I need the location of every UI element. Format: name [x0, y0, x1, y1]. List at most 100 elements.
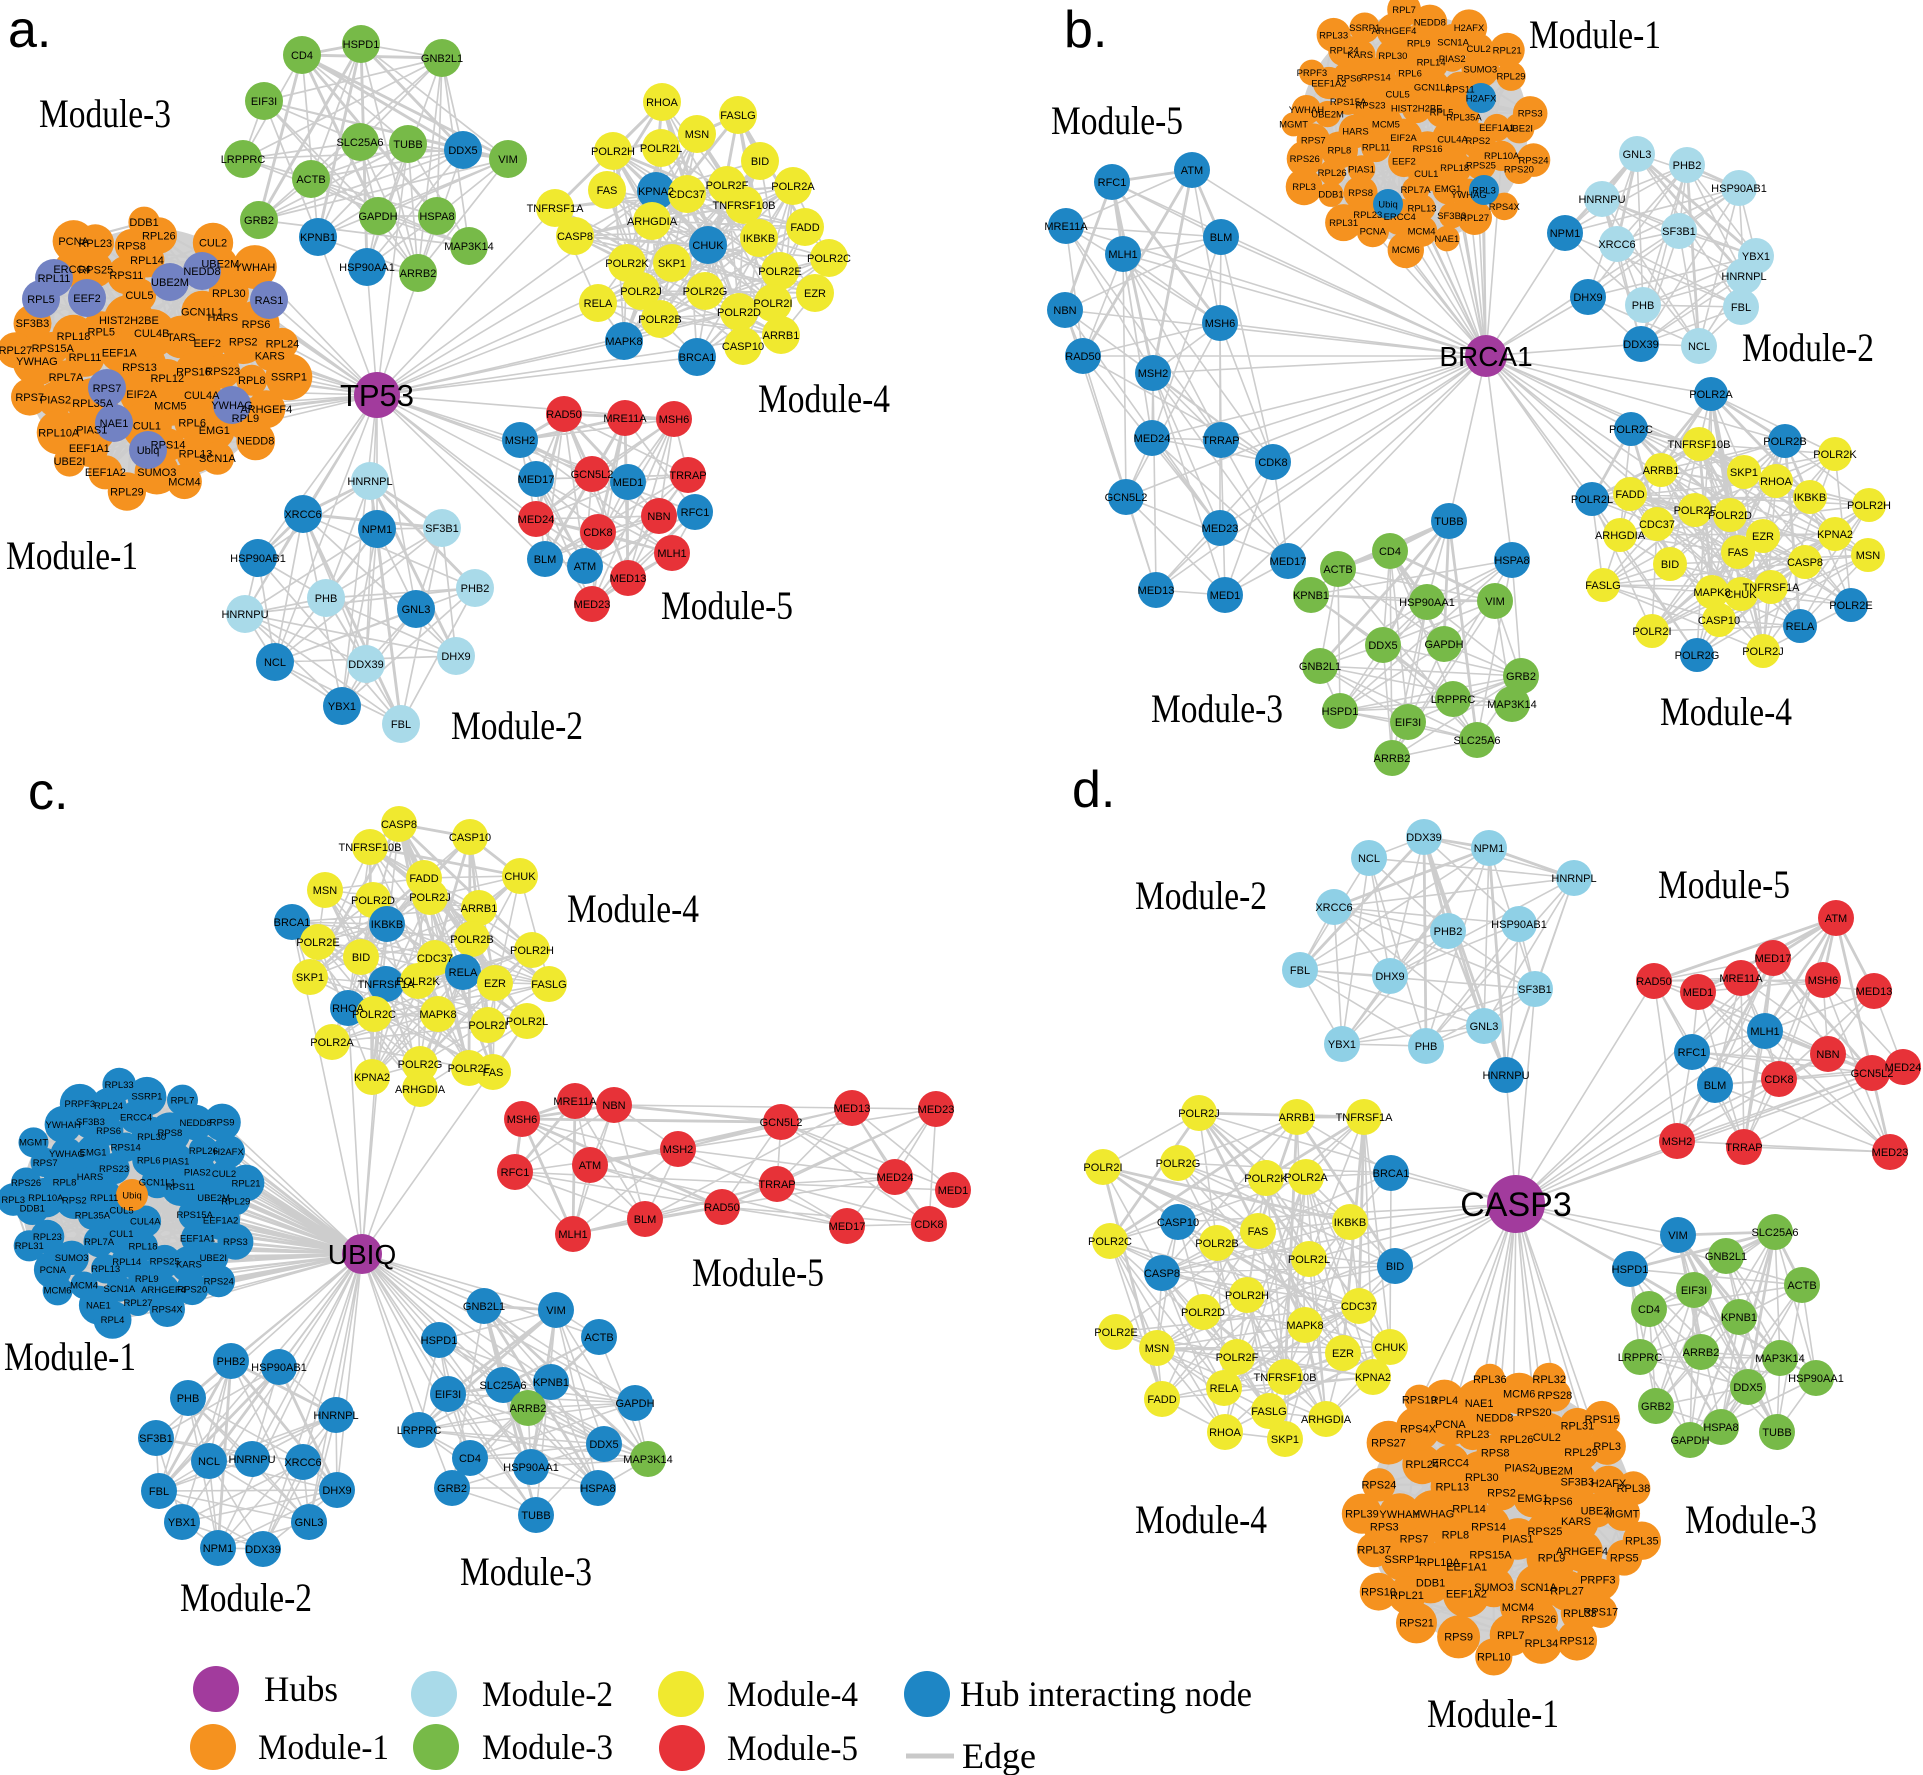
- svg-text:ACTB: ACTB: [1323, 564, 1352, 576]
- svg-text:FASLG: FASLG: [531, 979, 566, 991]
- svg-text:POLR2B: POLR2B: [638, 314, 681, 326]
- svg-text:FADD: FADD: [1147, 1394, 1176, 1406]
- svg-text:EEF1A1: EEF1A1: [69, 443, 110, 455]
- svg-text:RPL31: RPL31: [15, 1241, 44, 1252]
- svg-text:RPL27: RPL27: [1550, 1586, 1584, 1598]
- svg-text:POLR2H: POLR2H: [1847, 500, 1891, 512]
- svg-text:TUBB: TUBB: [1434, 516, 1463, 528]
- svg-text:HARS: HARS: [208, 312, 239, 324]
- svg-text:MLH1: MLH1: [1750, 1026, 1779, 1038]
- svg-text:H2AFX: H2AFX: [1454, 23, 1485, 34]
- svg-text:EEF1A1: EEF1A1: [1479, 123, 1514, 134]
- svg-text:POLR2D: POLR2D: [1708, 510, 1752, 522]
- svg-text:RPL38: RPL38: [1617, 1483, 1651, 1495]
- svg-text:EIF2A: EIF2A: [1390, 133, 1417, 144]
- svg-text:NAE1: NAE1: [100, 418, 129, 430]
- svg-text:GRB2: GRB2: [244, 215, 274, 227]
- svg-text:MRE11A: MRE11A: [553, 1096, 597, 1108]
- svg-text:RPL14: RPL14: [130, 255, 164, 267]
- svg-text:RPL35A: RPL35A: [75, 1210, 111, 1221]
- svg-text:BRCA1: BRCA1: [679, 352, 716, 364]
- svg-text:Module-2: Module-2: [482, 1674, 613, 1714]
- svg-text:RPS25: RPS25: [150, 1257, 180, 1268]
- svg-text:RPL11: RPL11: [69, 352, 102, 364]
- svg-text:H2AFX: H2AFX: [213, 1147, 244, 1158]
- svg-text:HSP90AA1: HSP90AA1: [1399, 597, 1455, 609]
- svg-text:MED13: MED13: [1856, 986, 1893, 998]
- svg-text:GNB2L1: GNB2L1: [1705, 1251, 1747, 1263]
- svg-text:KPNB1: KPNB1: [300, 232, 336, 244]
- svg-text:RPL21: RPL21: [1390, 1590, 1424, 1602]
- svg-text:DDX5: DDX5: [1368, 640, 1397, 652]
- svg-text:RPS24: RPS24: [1518, 156, 1548, 167]
- svg-text:RPS9: RPS9: [210, 1118, 235, 1129]
- svg-text:ARHGEF4: ARHGEF4: [1372, 26, 1417, 37]
- svg-text:RAD50: RAD50: [546, 409, 581, 421]
- svg-text:SSRP1: SSRP1: [271, 372, 307, 384]
- svg-text:RPS2: RPS2: [62, 1196, 87, 1207]
- svg-text:PIAS1: PIAS1: [1348, 164, 1375, 175]
- svg-text:RPL13: RPL13: [179, 449, 213, 461]
- svg-text:DHX9: DHX9: [1573, 292, 1602, 304]
- svg-text:MSH6: MSH6: [1808, 975, 1839, 987]
- svg-text:EMG1: EMG1: [199, 425, 230, 437]
- svg-text:HSP90AA1: HSP90AA1: [503, 1462, 559, 1474]
- svg-text:ERCC4: ERCC4: [1384, 212, 1416, 223]
- svg-text:RPL31: RPL31: [1561, 1421, 1595, 1433]
- svg-text:TP53: TP53: [340, 378, 414, 413]
- svg-text:RPS8: RPS8: [117, 241, 146, 253]
- svg-text:Module-2: Module-2: [451, 703, 583, 748]
- svg-text:NPM1: NPM1: [1474, 843, 1505, 855]
- svg-text:Module-4: Module-4: [567, 886, 699, 931]
- svg-text:DDB1: DDB1: [20, 1204, 45, 1215]
- svg-text:POLR2H: POLR2H: [510, 945, 554, 957]
- svg-text:LRPPRC: LRPPRC: [1618, 1352, 1663, 1364]
- svg-text:ATM: ATM: [574, 561, 596, 573]
- svg-text:Module-2: Module-2: [1742, 325, 1874, 370]
- svg-text:RAD50: RAD50: [704, 1202, 739, 1214]
- svg-text:RPL24: RPL24: [1330, 46, 1359, 57]
- svg-text:HARS: HARS: [77, 1172, 103, 1183]
- svg-text:KPNA2: KPNA2: [354, 1072, 390, 1084]
- svg-text:RPS17: RPS17: [1583, 1606, 1618, 1618]
- svg-text:DHX9: DHX9: [441, 651, 470, 663]
- svg-text:RPL24: RPL24: [266, 338, 300, 350]
- svg-text:PHB: PHB: [1632, 300, 1655, 312]
- svg-text:RPL11: RPL11: [38, 273, 71, 285]
- svg-text:POLR2E: POLR2E: [758, 266, 801, 278]
- svg-text:KPNA2: KPNA2: [638, 186, 674, 198]
- svg-text:ARHGDIA: ARHGDIA: [395, 1084, 446, 1096]
- svg-text:FADD: FADD: [1615, 489, 1644, 501]
- svg-text:POLR2L: POLR2L: [506, 1016, 548, 1028]
- svg-text:IKBKB: IKBKB: [371, 919, 403, 931]
- svg-text:MED1: MED1: [938, 1185, 969, 1197]
- svg-text:IKBKB: IKBKB: [1334, 1217, 1366, 1229]
- svg-text:MSN: MSN: [1145, 1343, 1170, 1355]
- svg-text:EEF1A2: EEF1A2: [203, 1216, 238, 1227]
- svg-text:DHX9: DHX9: [1375, 971, 1404, 983]
- svg-text:RHOA: RHOA: [1760, 476, 1792, 488]
- svg-text:TNFRSF10B: TNFRSF10B: [1668, 439, 1731, 451]
- svg-text:ARRB1: ARRB1: [763, 330, 800, 342]
- svg-text:PRPF3: PRPF3: [1297, 68, 1328, 79]
- svg-text:RPS26: RPS26: [11, 1178, 41, 1189]
- svg-text:EEF2: EEF2: [193, 338, 221, 350]
- svg-text:RPS15A: RPS15A: [1330, 97, 1367, 108]
- svg-text:CDC37: CDC37: [1341, 1301, 1377, 1313]
- svg-text:GCN5L2: GCN5L2: [571, 469, 614, 481]
- svg-text:ACTB: ACTB: [1787, 1280, 1816, 1292]
- svg-text:HNRNPU: HNRNPU: [1482, 1070, 1529, 1082]
- svg-text:HSPD1: HSPD1: [343, 39, 380, 51]
- svg-text:RPL33: RPL33: [1563, 1608, 1597, 1620]
- svg-text:HSP90AB1: HSP90AB1: [1491, 919, 1547, 931]
- svg-text:POLR2A: POLR2A: [310, 1037, 354, 1049]
- svg-text:HSPA8: HSPA8: [419, 211, 454, 223]
- svg-text:EIF3I: EIF3I: [251, 96, 277, 108]
- svg-text:PCNA: PCNA: [1360, 226, 1387, 237]
- svg-text:SLC25A6: SLC25A6: [479, 1380, 526, 1392]
- svg-text:RPL23: RPL23: [33, 1232, 62, 1243]
- svg-text:RPS21: RPS21: [1399, 1618, 1434, 1630]
- svg-text:ARRB1: ARRB1: [1279, 1112, 1316, 1124]
- svg-text:MSH6: MSH6: [507, 1114, 538, 1126]
- svg-text:POLR2A: POLR2A: [771, 181, 815, 193]
